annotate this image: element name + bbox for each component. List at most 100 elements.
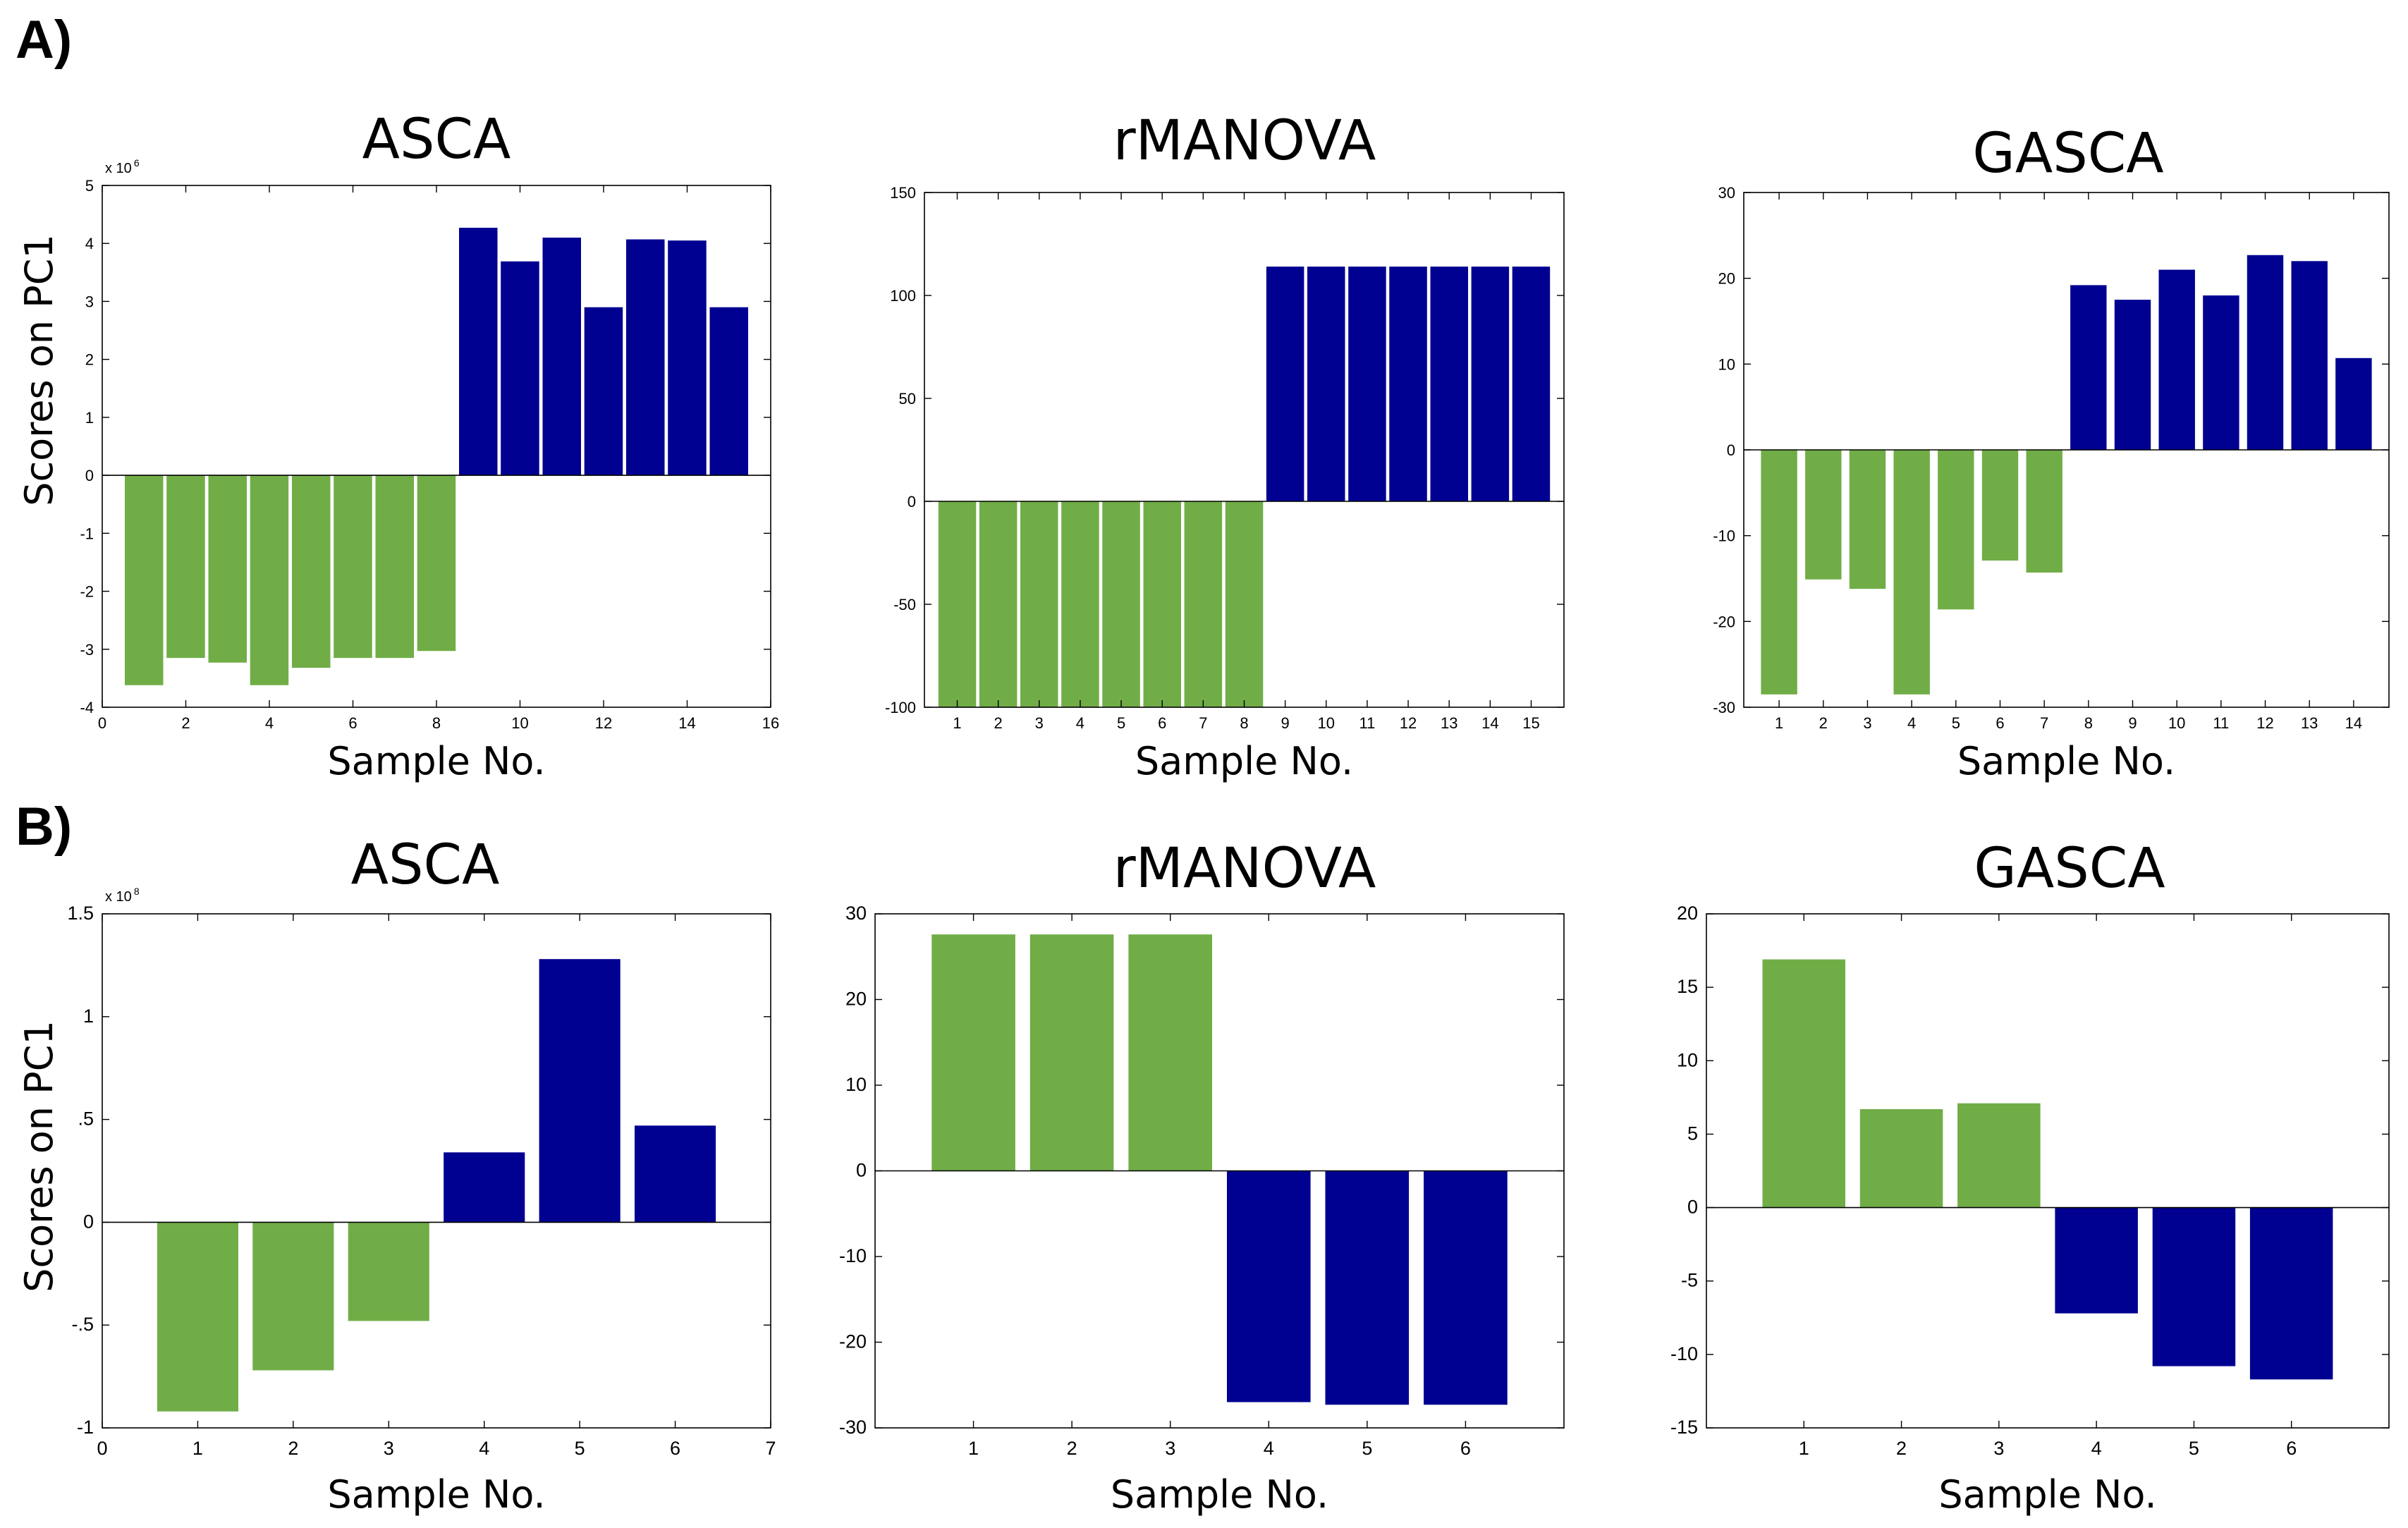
- y-tick-label: -.5: [71, 1314, 94, 1335]
- x-tick-label: 3: [1035, 714, 1044, 732]
- x-tick-label: 5: [2189, 1438, 2199, 1459]
- y-tick-label: -30: [1713, 699, 1735, 716]
- bar-sample-6: [1424, 1171, 1508, 1405]
- y-multiplier: x 10 6: [105, 157, 140, 176]
- y-tick-label: 0: [856, 1160, 867, 1181]
- bar-sample-9: [2114, 300, 2151, 450]
- bar-sample-2: [979, 501, 1017, 707]
- bar-sample-3: [1128, 934, 1212, 1171]
- x-tick-label: 4: [1076, 714, 1084, 732]
- bar-sample-4: [1227, 1171, 1311, 1402]
- bars: [938, 267, 1551, 707]
- x-tick-label: 3: [1165, 1438, 1175, 1459]
- x-tick-label: 10: [2168, 714, 2185, 732]
- chart-title: GASCA: [1974, 837, 2165, 900]
- y-tick-label: 0: [83, 1211, 94, 1232]
- bar-sample-1: [931, 934, 1015, 1171]
- chart-title: ASCA: [351, 833, 500, 897]
- y-tick-label: 5: [85, 177, 94, 195]
- y-tick-label: 4: [85, 235, 94, 252]
- bars: [157, 959, 716, 1412]
- x-tick-label: 1: [1775, 714, 1783, 732]
- y-tick-label: -2: [80, 583, 94, 601]
- bar-sample-5: [292, 475, 331, 668]
- y-tick-label: 50: [899, 390, 916, 408]
- chart-title: rMANOVA: [1113, 109, 1376, 173]
- x-tick-label: 7: [765, 1438, 776, 1459]
- bar-sample-1: [157, 1222, 238, 1412]
- x-tick-label: 6: [348, 714, 357, 732]
- x-tick-label: 7: [1199, 714, 1207, 732]
- x-tick-label: 6: [1996, 714, 2004, 732]
- y-tick-label: 30: [1718, 184, 1735, 202]
- x-tick-label: 7: [2040, 714, 2048, 732]
- y-tick-label: 5: [1687, 1123, 1698, 1144]
- y-tick-label: 0: [907, 493, 916, 511]
- x-tick-label: 2: [181, 714, 190, 732]
- y-tick-label: 20: [1677, 903, 1698, 924]
- bar-sample-7: [2026, 450, 2062, 573]
- bar-sample-3: [348, 1222, 429, 1321]
- bar-sample-6: [1981, 450, 2019, 561]
- bar-sample-14: [668, 240, 707, 476]
- x-tick-label: 6: [1460, 1438, 1471, 1459]
- y-tick-label: -10: [1670, 1343, 1698, 1364]
- bar-sample-2: [1859, 1109, 1943, 1208]
- y-tick-label: -1: [80, 525, 94, 542]
- bar-sample-6: [334, 475, 372, 659]
- x-tick-label: 14: [2345, 714, 2362, 732]
- x-tick-label: 1: [968, 1438, 979, 1459]
- bar-sample-13: [626, 239, 665, 476]
- x-tick-label: 2: [1819, 714, 1828, 732]
- x-tick-label: 6: [670, 1438, 680, 1459]
- bars: [931, 934, 1508, 1405]
- x-tick-label: 13: [1441, 714, 1457, 732]
- x-tick-label: 8: [1240, 714, 1248, 732]
- y-tick-label: -20: [1713, 613, 1735, 630]
- bar-sample-5: [1102, 501, 1140, 707]
- chart-5: rMANOVA Sample No. -30 -20 -10 0 10 20 30 1 2 3 4 5 6: [839, 837, 1565, 1517]
- x-axis-label: Sample No.: [1938, 1472, 2156, 1517]
- bar-sample-13: [2291, 261, 2328, 450]
- bar-sample-1: [1761, 450, 1797, 695]
- bars: [125, 228, 748, 685]
- x-tick-label: 5: [575, 1438, 585, 1459]
- x-tick-label: 4: [479, 1438, 489, 1459]
- y-tick-label: -15: [1670, 1417, 1698, 1438]
- x-axis-label: Sample No.: [1957, 739, 2175, 783]
- x-tick-label: 2: [1067, 1438, 1077, 1459]
- x-tick-label: 8: [2084, 714, 2093, 732]
- bar-sample-10: [501, 261, 539, 476]
- y-axis-label: Scores on PC1: [17, 1020, 61, 1292]
- y-tick-label: -4: [80, 699, 94, 716]
- x-tick-label: 14: [1481, 714, 1498, 732]
- x-tick-label: 10: [1318, 714, 1335, 732]
- y-tick-label: 15: [1677, 976, 1698, 997]
- bar-sample-7: [375, 475, 414, 659]
- x-tick-label: 8: [432, 714, 441, 732]
- y-tick-label: -20: [839, 1331, 867, 1352]
- bars: [1762, 959, 2333, 1380]
- bar-sample-4: [1061, 501, 1099, 707]
- y-tick-label: 30: [845, 903, 867, 924]
- chart-4: ASCA Sample No. Scores on PC1 -1 -.5 0 .5 1 1.5 0…: [17, 833, 776, 1517]
- bar-sample-11: [542, 238, 581, 476]
- x-tick-label: 12: [1400, 714, 1417, 732]
- bar-sample-2: [1029, 934, 1114, 1171]
- y-tick-label: -100: [885, 699, 916, 716]
- bar-sample-1: [125, 475, 164, 685]
- x-tick-label: 9: [2128, 714, 2137, 732]
- y-tick-label: 2: [85, 351, 94, 369]
- y-tick-label: 10: [1677, 1049, 1698, 1070]
- chart-6: GASCA Sample No. -15 -10 -5 0 5 10 15 20 1 2 3 4 5 6: [1670, 837, 2390, 1517]
- bar-sample-4: [2055, 1207, 2138, 1314]
- x-tick-label: 4: [2091, 1438, 2102, 1459]
- x-axis-label: Sample No.: [327, 1472, 545, 1517]
- bars: [1761, 255, 2372, 695]
- y-tick-label: -1: [77, 1417, 94, 1438]
- bar-sample-3: [1957, 1103, 2041, 1208]
